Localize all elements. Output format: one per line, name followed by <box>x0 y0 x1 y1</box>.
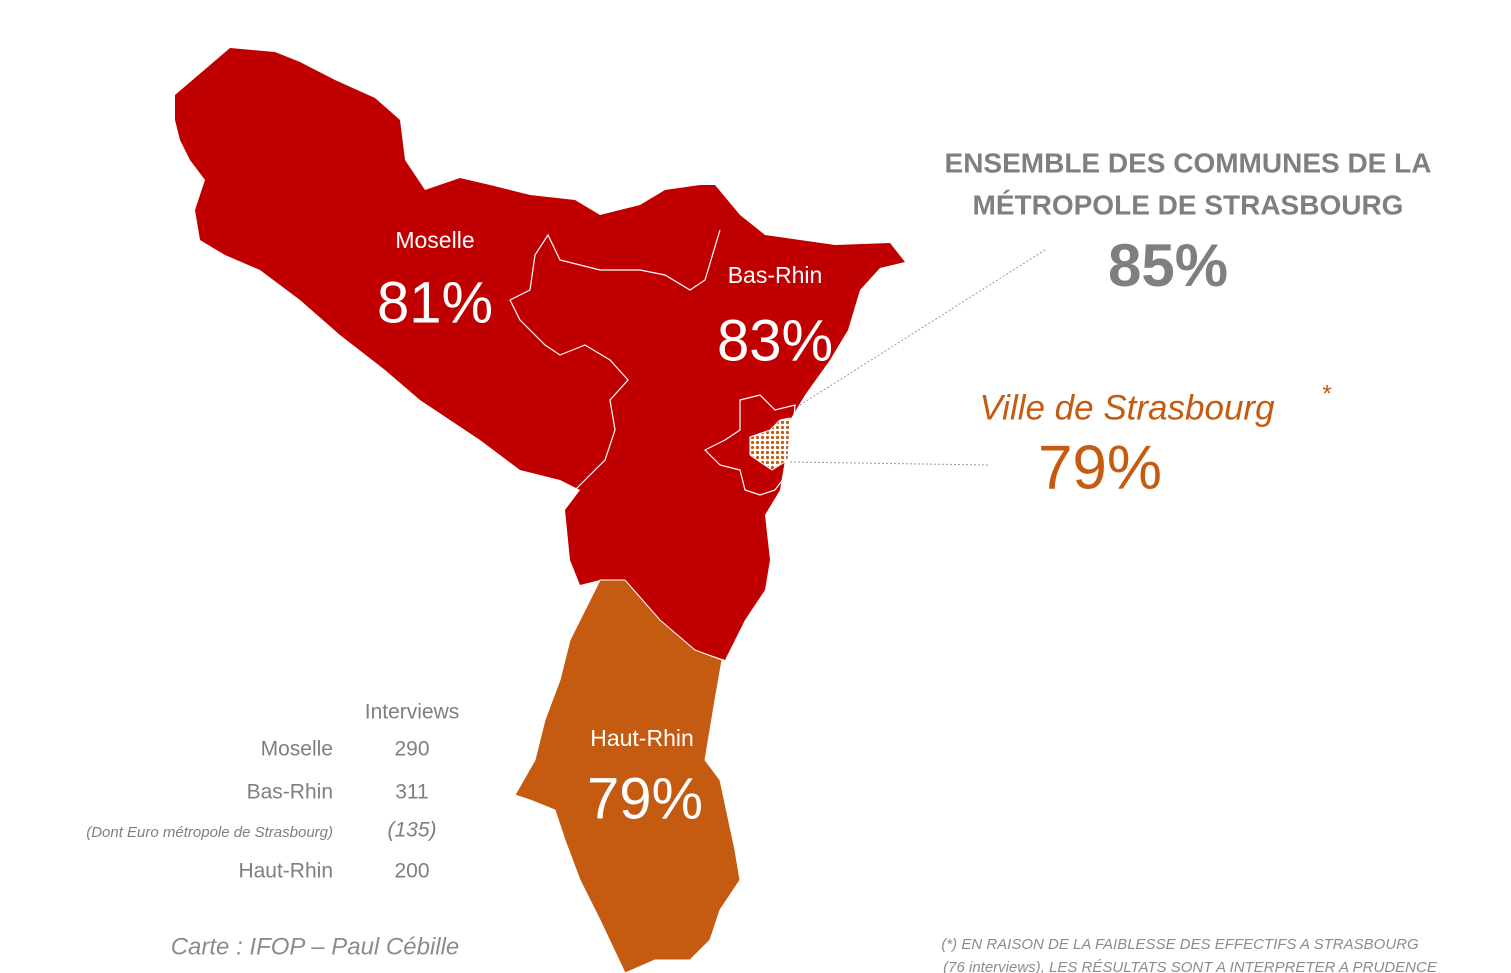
footnote: (76 interviews), LES RÉSULTATS SONT A IN… <box>943 959 1438 973</box>
leader-line <box>789 461 991 466</box>
metropole-title: ENSEMBLE DES COMMUNES DE LA <box>945 147 1432 178</box>
row-label: Haut-Rhin <box>238 860 333 883</box>
region-value: 81% <box>377 270 493 335</box>
leader-line <box>799 249 1046 406</box>
region-value: 79% <box>587 766 703 831</box>
region-value: 83% <box>717 308 833 373</box>
row-label: Bas-Rhin <box>247 781 333 804</box>
interviews-table: Interviews Moselle 290 Bas-Rhin 311 (Don… <box>86 701 459 883</box>
row-value: 311 <box>395 781 428 804</box>
region-name: Moselle <box>395 227 474 253</box>
region-name: Haut-Rhin <box>590 725 694 751</box>
department-border <box>509 229 721 491</box>
row-label: Moselle <box>261 738 333 761</box>
source: Carte : IFOP – Paul Cébille <box>171 933 460 960</box>
table-header: Interviews <box>365 701 460 724</box>
strasbourg-area <box>749 417 791 471</box>
ville-name: Ville de Strasbourg <box>979 388 1275 427</box>
metropole-value: 85% <box>1108 232 1228 299</box>
metropole-title: MÉTROPOLE DE STRASBOURG <box>973 189 1404 220</box>
row-value: (135) <box>387 819 436 842</box>
row-label: (Dont Euro métropole de Strasbourg) <box>86 824 333 841</box>
footnote: (*) EN RAISON DE LA FAIBLESSE DES EFFECT… <box>941 936 1419 953</box>
moselle-bas-rhin-region <box>175 48 905 660</box>
eurometropole-outline <box>703 394 796 496</box>
ville-asterisk: * <box>1321 380 1331 407</box>
region-name: Bas-Rhin <box>728 262 823 288</box>
ville-value: 79% <box>1038 433 1162 502</box>
haut-rhin-region <box>514 579 741 973</box>
row-value: 200 <box>394 860 429 883</box>
row-value: 290 <box>394 738 429 761</box>
